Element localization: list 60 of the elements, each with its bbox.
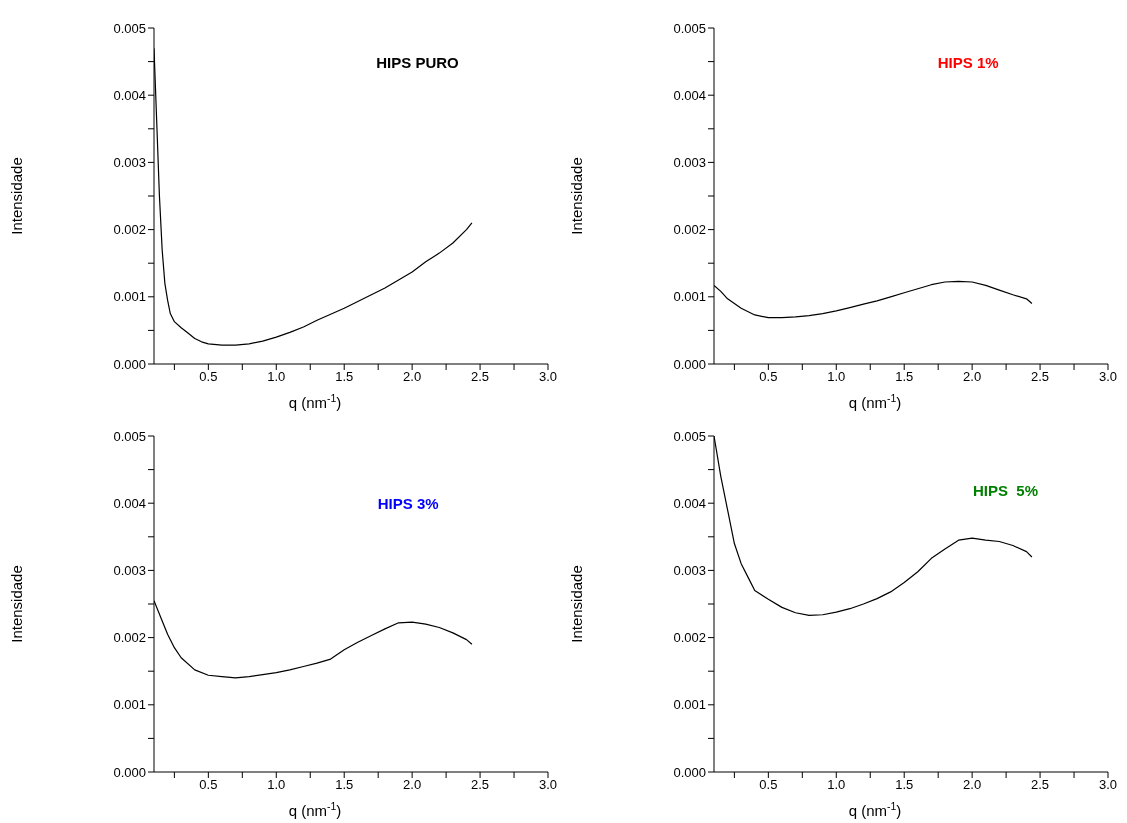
x-axis-title: q (nm$^{-1}$): [848, 392, 902, 411]
y-axis-title: Intensidade: [568, 565, 585, 643]
x-tick-label: 1.5: [895, 777, 914, 793]
x-tick-label: 1.5: [335, 777, 354, 793]
y-tick-label: 0.000: [673, 764, 706, 780]
x-tick-label: 0.5: [199, 777, 218, 793]
y-tick-label: 0.002: [673, 222, 706, 238]
y-tick-label: 0.001: [113, 697, 146, 713]
y-tick-label: 0.002: [673, 630, 706, 646]
x-tick-label: 1.5: [895, 369, 914, 385]
x-tick-label: 2.0: [403, 369, 422, 385]
y-tick-label: 0.001: [673, 697, 706, 713]
y-tick-label: 0.001: [113, 289, 146, 305]
x-tick-label: 3.0: [1098, 369, 1118, 385]
x-axis-title: q (nm$^{-1}$): [848, 800, 902, 819]
x-tick-label: 2.0: [963, 369, 982, 385]
y-tick-label: 0.002: [113, 222, 146, 238]
x-tick-label: 2.5: [471, 369, 490, 385]
y-tick-label: 0.004: [673, 87, 706, 103]
y-tick-label: 0.002: [113, 630, 146, 646]
y-tick-label: 0.005: [673, 20, 706, 36]
x-tick-label: 1.0: [827, 777, 846, 793]
x-tick-label: 3.0: [1098, 777, 1118, 793]
x-tick-label: 0.5: [199, 369, 218, 385]
x-tick-label: 1.0: [827, 369, 846, 385]
x-tick-label: 2.0: [403, 777, 422, 793]
y-tick-label: 0.000: [673, 356, 706, 372]
x-axis-title: q (nm$^{-1}$): [288, 392, 342, 411]
y-tick-label: 0.003: [673, 155, 706, 171]
text: HIPS PURO: [376, 53, 459, 71]
x-tick-label: 2.5: [471, 777, 490, 793]
text: HIPS 3%: [377, 494, 439, 512]
x-tick-label: 2.5: [1031, 369, 1050, 385]
y-tick-label: 0.004: [113, 87, 146, 103]
x-tick-label: 0.5: [759, 777, 778, 793]
y-axis-title: Intensidade: [568, 157, 585, 235]
text: HIPS 5%: [972, 481, 1038, 499]
y-tick-label: 0.005: [113, 428, 146, 444]
x-tick-label: 3.0: [538, 369, 558, 385]
x-tick-label: 1.5: [335, 369, 354, 385]
x-tick-label: 1.0: [267, 777, 286, 793]
y-tick-label: 0.000: [113, 356, 146, 372]
y-tick-label: 0.005: [113, 20, 146, 36]
y-tick-label: 0.003: [673, 563, 706, 579]
y-tick-label: 0.003: [113, 563, 146, 579]
y-axis-title: Intensidade: [8, 565, 25, 643]
x-tick-label: 2.0: [963, 777, 982, 793]
x-tick-label: 0.5: [759, 369, 778, 385]
text: HIPS 1%: [937, 53, 999, 71]
y-tick-label: 0.004: [113, 495, 146, 511]
y-tick-label: 0.001: [673, 289, 706, 305]
y-tick-label: 0.005: [673, 428, 706, 444]
x-tick-label: 1.0: [267, 369, 286, 385]
y-tick-label: 0.003: [113, 155, 146, 171]
y-tick-label: 0.000: [113, 764, 146, 780]
y-tick-label: 0.004: [673, 495, 706, 511]
x-axis-title: q (nm$^{-1}$): [288, 800, 342, 819]
x-tick-label: 2.5: [1031, 777, 1050, 793]
x-tick-label: 3.0: [538, 777, 558, 793]
y-axis-title: Intensidade: [8, 157, 25, 235]
